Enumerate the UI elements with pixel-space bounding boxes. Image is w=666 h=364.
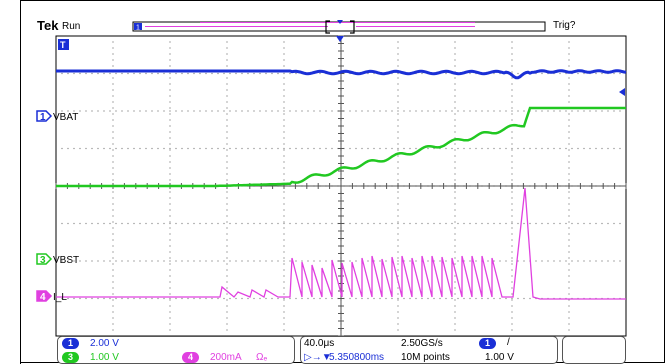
ch3-scale: 1.00 V <box>90 352 119 363</box>
ch3-badge: 3 <box>62 352 79 363</box>
ch1-badge: 1 <box>62 338 79 349</box>
aux-readout-box[interactable] <box>562 336 626 364</box>
brand-logo: Tek <box>37 18 59 33</box>
ch4-scale: 200mA <box>210 352 242 363</box>
ch3-marker[interactable]: 3 <box>36 253 53 266</box>
horizontal-readout-box[interactable]: 40.0μs 2.50GS/s ▷→▼ 5.350800ms 10M point… <box>300 336 558 364</box>
readout-footer: 1 2.00 V 3 1.00 V 4 200mA Ωₑ 40.0μs 2.50… <box>57 336 627 364</box>
trigger-level-arrow <box>619 88 625 96</box>
timebase: 40.0μs <box>304 338 335 349</box>
record-position-bar[interactable]: 1 <box>132 20 546 34</box>
svg-text:1: 1 <box>40 112 46 123</box>
ch1-name: VBAT <box>53 112 78 123</box>
ch1-scale: 2.00 V <box>90 338 119 349</box>
delay-icon: ▷→▼ <box>304 352 332 363</box>
record-length: 10M points <box>401 352 450 363</box>
svg-text:4: 4 <box>40 292 46 303</box>
trigger-source-badge: 1 <box>479 338 496 349</box>
trigger-level: 1.00 V <box>485 352 514 363</box>
ch4-bandwidth-icon: Ωₑ <box>256 352 268 363</box>
trigger-slope-icon: / <box>507 337 510 348</box>
ch4-marker[interactable]: 4 <box>36 290 53 303</box>
delay-value: 5.350800ms <box>329 352 385 363</box>
svg-text:T: T <box>60 40 66 50</box>
trigger-position-marker <box>336 36 344 42</box>
ch3-name: VBST <box>53 255 79 266</box>
left-strip <box>0 0 21 364</box>
ch1-waveform <box>56 69 627 80</box>
vertical-readout-box[interactable]: 1 2.00 V 3 1.00 V 4 200mA Ωₑ <box>57 336 295 364</box>
svg-text:3: 3 <box>40 255 46 266</box>
ch1-top-marker: T <box>58 39 69 50</box>
trigger-status: Trig? <box>553 20 576 31</box>
ch1-marker[interactable]: 1 <box>36 110 53 123</box>
waveforms <box>56 69 627 300</box>
svg-text:1: 1 <box>136 25 140 32</box>
ch4-badge: 4 <box>182 352 199 363</box>
ch4-name: I_L <box>53 292 67 303</box>
ch4-waveform <box>56 187 626 300</box>
acquisition-state: Run <box>62 21 81 32</box>
ch3-waveform <box>56 106 626 188</box>
sample-rate: 2.50GS/s <box>401 338 443 349</box>
